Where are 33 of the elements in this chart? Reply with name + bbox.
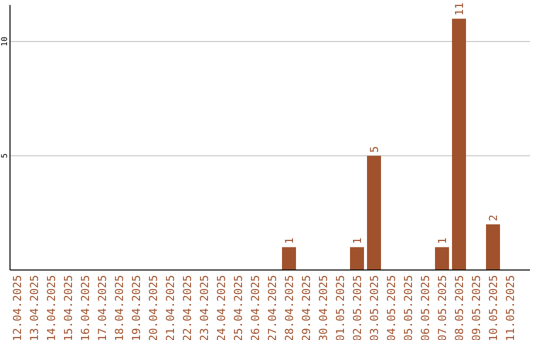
x-tick-label: 28.04.2025 (283, 275, 296, 340)
bar (282, 247, 296, 270)
x-tick-label: 12.04.2025 (11, 275, 24, 340)
x-tick-label: 11.05.2025 (504, 275, 517, 340)
bar (452, 18, 466, 270)
x-tick-label: 16.04.2025 (79, 275, 92, 340)
x-tick-label: 22.04.2025 (181, 275, 194, 340)
bar (367, 156, 381, 270)
data-label: 5 (368, 146, 381, 153)
x-tick-label: 19.04.2025 (130, 275, 143, 340)
data-label: 1 (436, 238, 449, 244)
x-tick-label: 20.04.2025 (147, 275, 160, 340)
x-tick-label: 21.04.2025 (164, 275, 177, 340)
x-tick-label: 25.04.2025 (232, 275, 245, 340)
x-tick-label: 17.04.2025 (96, 275, 109, 340)
data-label: 11 (453, 2, 466, 16)
x-tick-label: 13.04.2025 (28, 275, 41, 340)
x-tick-label: 23.04.2025 (198, 275, 211, 340)
x-tick-label: 10.05.2025 (487, 275, 500, 340)
bar (486, 224, 500, 270)
x-tick-label: 14.04.2025 (45, 275, 58, 340)
x-tick-label: 27.04.2025 (266, 275, 279, 340)
bar (350, 247, 364, 270)
bar (435, 247, 449, 270)
data-label: 1 (283, 238, 296, 244)
data-label: 2 (487, 214, 500, 222)
y-tick-label: 10 (0, 36, 9, 46)
data-label: 1 (351, 238, 364, 244)
x-tick-label: 26.04.2025 (249, 275, 262, 340)
x-tick-label: 24.04.2025 (215, 275, 228, 340)
x-tick-label: 15.04.2025 (62, 275, 75, 340)
x-tick-label: 18.04.2025 (113, 275, 126, 340)
x-tick-label: 29.04.2025 (300, 275, 313, 340)
